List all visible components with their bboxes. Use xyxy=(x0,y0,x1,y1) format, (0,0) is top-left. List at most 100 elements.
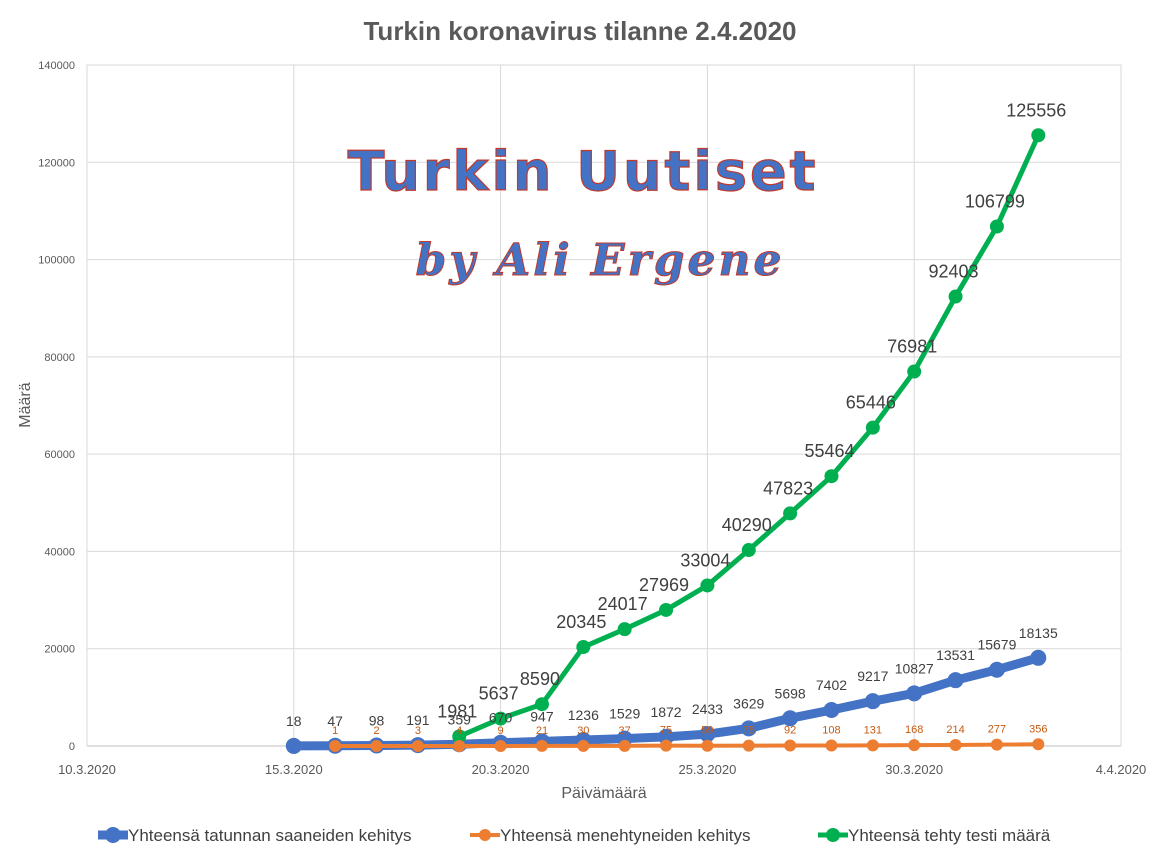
data-label: 18135 xyxy=(1019,625,1058,641)
data-point xyxy=(740,720,757,737)
chart-title: Turkin koronavirus tilanne 2.4.2020 xyxy=(363,16,796,46)
data-label: 18 xyxy=(286,713,302,729)
data-point xyxy=(493,711,508,726)
data-label: 59 xyxy=(701,725,713,737)
y-axis-ticks: 0 20000 40000 60000 80000 100000 120000 140000 xyxy=(38,60,75,753)
data-point xyxy=(1032,738,1045,751)
data-label: 40290 xyxy=(722,515,772,535)
data-label: 2 xyxy=(373,725,379,737)
data-point xyxy=(866,739,879,752)
x-tick-label: 15.3.2020 xyxy=(265,762,323,777)
data-label: 30 xyxy=(577,725,589,737)
legend-item-2: Yhteensä menehtyneiden kehitys xyxy=(470,826,750,845)
data-point xyxy=(535,739,548,752)
legend-marker xyxy=(479,829,491,841)
data-label: 947 xyxy=(530,708,554,724)
legend-label: Yhteensä tatunnan saaneiden kehitys xyxy=(128,826,412,845)
y-tick-label: 120000 xyxy=(38,157,75,169)
data-label: 1236 xyxy=(568,707,599,723)
data-point xyxy=(1031,128,1046,143)
data-label: 168 xyxy=(905,724,923,736)
data-label: 75 xyxy=(660,725,672,737)
data-point xyxy=(452,729,467,744)
data-label: 20345 xyxy=(556,612,606,632)
data-label: 21 xyxy=(536,725,548,737)
data-point xyxy=(576,640,591,655)
y-tick-label: 80000 xyxy=(44,352,75,364)
data-point xyxy=(329,739,342,752)
legend-marker xyxy=(105,827,121,843)
data-label: 1981 xyxy=(437,701,477,721)
data-label: 13531 xyxy=(936,647,975,663)
data-label: 359 xyxy=(448,711,472,727)
data-point xyxy=(617,622,632,637)
data-label: 98 xyxy=(369,713,385,729)
data-label: 3 xyxy=(415,725,421,737)
data-label: 1 xyxy=(332,725,338,737)
data-label: 356 xyxy=(1029,723,1047,735)
data-label: 24017 xyxy=(598,594,648,614)
data-label: 92403 xyxy=(929,262,979,282)
y-tick-label: 20000 xyxy=(44,644,75,656)
gridlines xyxy=(86,64,1122,747)
y-tick-label: 140000 xyxy=(38,60,75,72)
data-point xyxy=(949,738,962,751)
data-point xyxy=(989,219,1004,234)
data-point xyxy=(534,697,549,712)
data-label: 9 xyxy=(498,725,504,737)
data-point xyxy=(700,578,715,593)
data-label: 10827 xyxy=(895,660,934,676)
data-point xyxy=(658,728,675,745)
data-label: 9217 xyxy=(857,668,888,684)
data-point xyxy=(864,693,881,710)
data-point xyxy=(990,738,1003,751)
data-label: 131 xyxy=(864,724,882,736)
data-label: 7402 xyxy=(816,677,847,693)
data-point xyxy=(742,739,755,752)
data-label: 191 xyxy=(406,712,430,728)
data-label: 1872 xyxy=(650,704,681,720)
legend-marker xyxy=(826,828,840,842)
data-label: 27969 xyxy=(639,575,689,595)
y-tick-label: 40000 xyxy=(44,546,75,558)
watermark-byline: by Ali Ergene xyxy=(416,235,785,286)
data-point xyxy=(453,739,466,752)
data-label: 8590 xyxy=(520,669,560,689)
data-label: 47823 xyxy=(763,478,813,498)
data-point xyxy=(784,739,797,752)
data-label: 55464 xyxy=(804,441,854,461)
y-tick-label: 100000 xyxy=(38,255,75,267)
legend-item-1: Yhteensä tatunnan saaneiden kehitys xyxy=(98,826,412,845)
x-tick-label: 30.3.2020 xyxy=(885,762,943,777)
data-label: 15679 xyxy=(977,637,1016,653)
data-point xyxy=(659,602,674,617)
data-point xyxy=(825,739,838,752)
data-point xyxy=(660,739,673,752)
series-2 xyxy=(329,738,1045,752)
data-label: 277 xyxy=(988,724,1006,736)
data-label: 5698 xyxy=(775,685,806,701)
watermark-title: Turkin Uutiset xyxy=(348,140,819,203)
data-point xyxy=(823,701,840,718)
data-label: 2433 xyxy=(692,701,723,717)
data-point xyxy=(947,672,964,689)
legend-item-3: Yhteensä tehty testi määrä xyxy=(818,826,1051,845)
data-label: 37 xyxy=(619,725,631,737)
data-label: 670 xyxy=(489,710,513,726)
legend: Yhteensä tatunnan saaneiden kehitys Yhtee… xyxy=(98,826,1051,845)
data-label: 125556 xyxy=(1006,100,1066,120)
y-tick-label: 60000 xyxy=(44,449,75,461)
x-axis-label: Päivämäärä xyxy=(561,785,646,802)
data-point xyxy=(948,289,963,304)
x-tick-label: 4.4.2020 xyxy=(1096,762,1147,777)
data-label: 106799 xyxy=(965,191,1025,211)
data-point xyxy=(865,420,880,435)
data-point xyxy=(782,710,799,727)
legend-label: Yhteensä tehty testi määrä xyxy=(848,826,1051,845)
data-point xyxy=(906,685,923,702)
legend-label: Yhteensä menehtyneiden kehitys xyxy=(500,826,750,845)
data-label: 75 xyxy=(743,725,755,737)
x-tick-label: 10.3.2020 xyxy=(58,762,116,777)
